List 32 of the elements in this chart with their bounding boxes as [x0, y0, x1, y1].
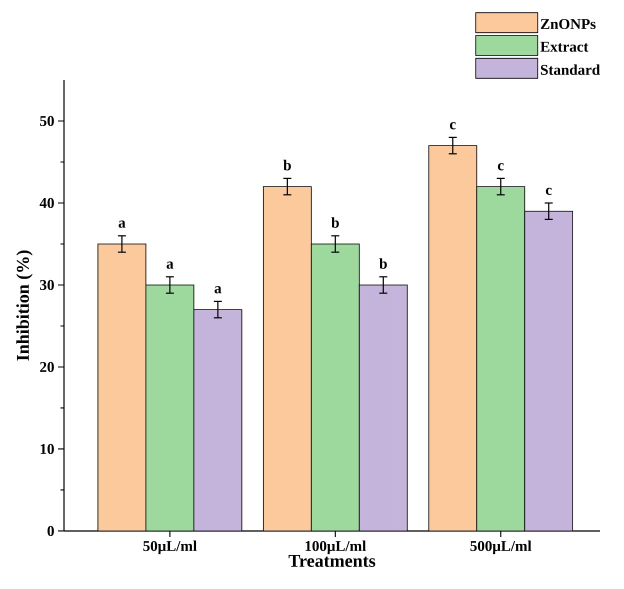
annotation: c: [546, 188, 552, 195]
annotation: b: [283, 160, 291, 170]
annotation: c: [498, 163, 504, 170]
bar: [358, 284, 408, 531]
bar: [262, 186, 312, 531]
annotation: a: [118, 220, 126, 228]
bar: [524, 210, 574, 531]
legend-label: ZnONPs: [540, 18, 596, 30]
y-tick-label: 20: [40, 362, 54, 372]
annotation: b: [331, 217, 339, 228]
x-tick-label: 50μL/ml: [143, 540, 197, 554]
legend-label: Standard: [540, 64, 600, 75]
y-tick-label: 10: [40, 444, 54, 454]
x-tick-label: 100μL/ml: [306, 540, 366, 554]
y-tick-label: 30: [40, 280, 54, 290]
bar: [428, 145, 478, 531]
y-tick-label: 40: [40, 198, 54, 208]
x-axis-title: Treatments: [288, 554, 376, 567]
annotation: a: [214, 286, 222, 294]
y-tick-label: 0: [48, 526, 54, 536]
y-axis-title: Inhibition (%): [16, 250, 33, 361]
bar: [310, 244, 360, 531]
legend-label: Extract: [540, 42, 588, 52]
annotation: a: [166, 262, 174, 269]
x-tick-label: 500μL/ml: [470, 540, 532, 554]
annotation: c: [450, 122, 456, 130]
y-tick-label: 50: [40, 116, 54, 126]
bar: [145, 284, 194, 531]
bar: [98, 244, 146, 531]
annotation: b: [379, 258, 387, 269]
bar: [193, 309, 242, 531]
bar: [476, 186, 526, 531]
